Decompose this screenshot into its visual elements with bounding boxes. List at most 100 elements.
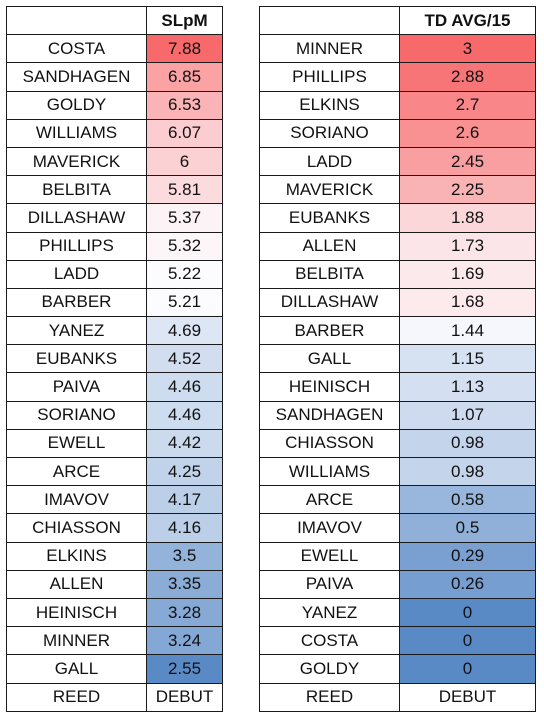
table-row: MINNER 3.24: [6, 626, 223, 656]
fighter-name-cell: PHILLIPS: [259, 62, 400, 92]
fighter-name-cell: LADD: [6, 259, 147, 289]
fighter-name-cell: WILLIAMS: [259, 456, 400, 487]
fighter-name-cell: HEINISCH: [259, 372, 400, 402]
stat-value-cell: 6.53: [146, 90, 223, 120]
table-row: ELKINS 2.7: [259, 90, 536, 120]
fighter-name-cell: EWELL: [259, 541, 400, 571]
table-row: WILLIAMS 0.98: [259, 456, 536, 487]
stat-value-cell: 1.73: [399, 231, 536, 261]
table-row: BARBER 1.44: [259, 316, 536, 346]
table-row: MAVERICK 2.25: [259, 175, 536, 205]
table-row: GALL 2.55: [6, 654, 223, 684]
header-row: SLpM: [6, 5, 223, 36]
table-row: HEINISCH 3.28: [6, 597, 223, 628]
table-row: HEINISCH 1.13: [259, 372, 536, 402]
stat-value-cell: 5.37: [146, 203, 223, 233]
fighter-name-cell: ARCE: [6, 456, 147, 487]
table-row: YANEZ 0: [259, 597, 536, 628]
table-row: PAIVA 0.26: [259, 569, 536, 599]
fighter-name-cell: PHILLIPS: [6, 231, 147, 261]
table-row: COSTA 7.88: [6, 34, 223, 64]
fighter-name-cell: GALL: [259, 344, 400, 374]
table-row: EWELL 4.42: [6, 428, 223, 459]
table-row: PHILLIPS 5.32: [6, 231, 223, 261]
stat-value-cell: 4.42: [146, 428, 223, 459]
stat-value-cell: 2.55: [146, 654, 223, 684]
fighter-name-cell: SANDHAGEN: [259, 400, 400, 430]
stat-value-cell: 3.5: [146, 541, 223, 571]
fighter-name-cell: YANEZ: [259, 597, 400, 628]
stat-value-cell: 4.46: [146, 400, 223, 430]
fighter-name-cell: IMAVOV: [6, 485, 147, 515]
fighter-name-cell: GALL: [6, 654, 147, 684]
table-row: WILLIAMS 6.07: [6, 118, 223, 148]
table-row: SANDHAGEN 1.07: [259, 400, 536, 430]
fighter-name-cell: COSTA: [259, 626, 400, 656]
stat-value-cell: 0.58: [399, 485, 536, 515]
stat-value-cell: 2.45: [399, 146, 536, 177]
fighter-name-cell: GOLDY: [259, 654, 400, 684]
slpm-table-body: COSTA 7.88 SANDHAGEN 6.85 GOLDY 6.53 WILLIAMS 6…: [6, 34, 223, 712]
stat-value-cell: DEBUT: [146, 682, 223, 712]
name-header-cell: [259, 5, 400, 36]
fighter-name-cell: DILLASHAW: [259, 287, 400, 318]
table-row: REED DEBUT: [6, 682, 223, 712]
table-row: CHIASSON 0.98: [259, 428, 536, 459]
fighter-name-cell: EUBANKS: [6, 344, 147, 374]
stat-value-cell: 2.88: [399, 62, 536, 92]
table-row: DILLASHAW 1.68: [259, 287, 536, 318]
table-row: SANDHAGEN 6.85: [6, 62, 223, 92]
stat-value-cell: 4.16: [146, 513, 223, 543]
td-avg-header: TD AVG/15: [399, 5, 536, 36]
stat-value-cell: 6: [146, 146, 223, 177]
table-row: BELBITA 1.69: [259, 259, 536, 289]
table-row: ALLEN 1.73: [259, 231, 536, 261]
fighter-name-cell: COSTA: [6, 34, 147, 64]
fighter-name-cell: SORIANO: [259, 118, 400, 148]
table-row: CHIASSON 4.16: [6, 513, 223, 543]
stat-value-cell: 1.88: [399, 203, 536, 233]
stat-value-cell: 5.21: [146, 287, 223, 318]
stat-value-cell: 1.15: [399, 344, 536, 374]
fighter-name-cell: YANEZ: [6, 316, 147, 346]
fighter-name-cell: BELBITA: [259, 259, 400, 289]
stat-value-cell: 0: [399, 654, 536, 684]
stat-value-cell: 4.25: [146, 456, 223, 487]
stat-value-cell: 1.13: [399, 372, 536, 402]
table-row: IMAVOV 0.5: [259, 513, 536, 543]
fighter-name-cell: LADD: [259, 146, 400, 177]
stat-value-cell: 4.69: [146, 316, 223, 346]
stat-value-cell: 1.69: [399, 259, 536, 289]
stat-value-cell: 3: [399, 34, 536, 64]
stat-value-cell: 0.5: [399, 513, 536, 543]
stat-value-cell: 1.07: [399, 400, 536, 430]
fighter-name-cell: MAVERICK: [259, 175, 400, 205]
stat-value-cell: 6.85: [146, 62, 223, 92]
stat-value-cell: 4.17: [146, 485, 223, 515]
fighter-name-cell: ELKINS: [259, 90, 400, 120]
table-row: PAIVA 4.46: [6, 372, 223, 402]
stat-value-cell: 5.81: [146, 175, 223, 205]
stat-value-cell: 0.26: [399, 569, 536, 599]
fighter-name-cell: ARCE: [259, 485, 400, 515]
fighter-name-cell: BELBITA: [6, 175, 147, 205]
fighter-name-cell: ELKINS: [6, 541, 147, 571]
stat-value-cell: DEBUT: [399, 682, 536, 712]
stat-value-cell: 0: [399, 626, 536, 656]
stat-value-cell: 4.52: [146, 344, 223, 374]
fighter-name-cell: ALLEN: [259, 231, 400, 261]
fighter-name-cell: EWELL: [6, 428, 147, 459]
fighter-name-cell: EUBANKS: [259, 203, 400, 233]
stat-value-cell: 0.98: [399, 456, 536, 487]
table-row: ARCE 4.25: [6, 456, 223, 487]
stat-value-cell: 3.24: [146, 626, 223, 656]
table-row: GOLDY 6.53: [6, 90, 223, 120]
table-row: REED DEBUT: [259, 682, 536, 712]
stat-value-cell: 0.29: [399, 541, 536, 571]
table-row: BELBITA 5.81: [6, 175, 223, 205]
td-avg-table: TD AVG/15 MINNER 3 PHILLIPS 2.88 ELKINS 2.7 SO…: [259, 5, 536, 712]
table-row: LADD 2.45: [259, 146, 536, 177]
fighter-name-cell: REED: [6, 682, 147, 712]
fighter-name-cell: BARBER: [6, 287, 147, 318]
fighter-name-cell: BARBER: [259, 316, 400, 346]
